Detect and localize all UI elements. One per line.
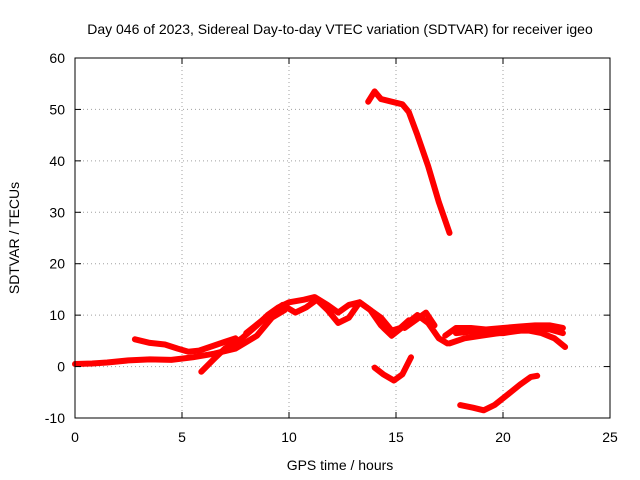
y-tick-label: 10 — [49, 307, 65, 323]
series-arc-j — [452, 325, 566, 337]
y-tick-label: 30 — [49, 204, 65, 220]
x-tick-label: 20 — [495, 429, 511, 445]
plot-frame — [74, 57, 611, 419]
series-arc-c — [198, 294, 412, 375]
series-arc-f — [365, 88, 453, 236]
grid — [75, 58, 610, 418]
x-tick-label: 0 — [71, 429, 79, 445]
series-arc-g — [371, 354, 414, 384]
y-tick-label: 0 — [57, 359, 65, 375]
series-arc-e — [401, 309, 438, 331]
series-arc-k — [457, 372, 541, 414]
y-tick-label: -10 — [45, 410, 65, 426]
x-tick-label: 5 — [178, 429, 186, 445]
y-tick-label: 50 — [49, 101, 65, 117]
series-arc-h — [442, 322, 566, 339]
y-tick-label: 60 — [49, 50, 65, 66]
axis-ticks: 0 5 10 15 20 25 -10 0 10 20 30 40 50 60 — [45, 50, 618, 445]
data-series — [72, 88, 569, 414]
x-tick-label: 25 — [602, 429, 618, 445]
y-tick-label: 40 — [49, 153, 65, 169]
chart-title: Day 046 of 2023, Sidereal Day-to-day VTE… — [87, 21, 593, 37]
series-arc-b — [131, 335, 239, 355]
x-tick-label: 10 — [281, 429, 297, 445]
y-axis-label: SDTVAR / TECUs — [6, 182, 22, 294]
x-tick-label: 15 — [388, 429, 404, 445]
series-arc-a — [72, 307, 288, 367]
x-axis-label: GPS time / hours — [287, 457, 394, 473]
y-tick-label: 20 — [49, 256, 65, 272]
